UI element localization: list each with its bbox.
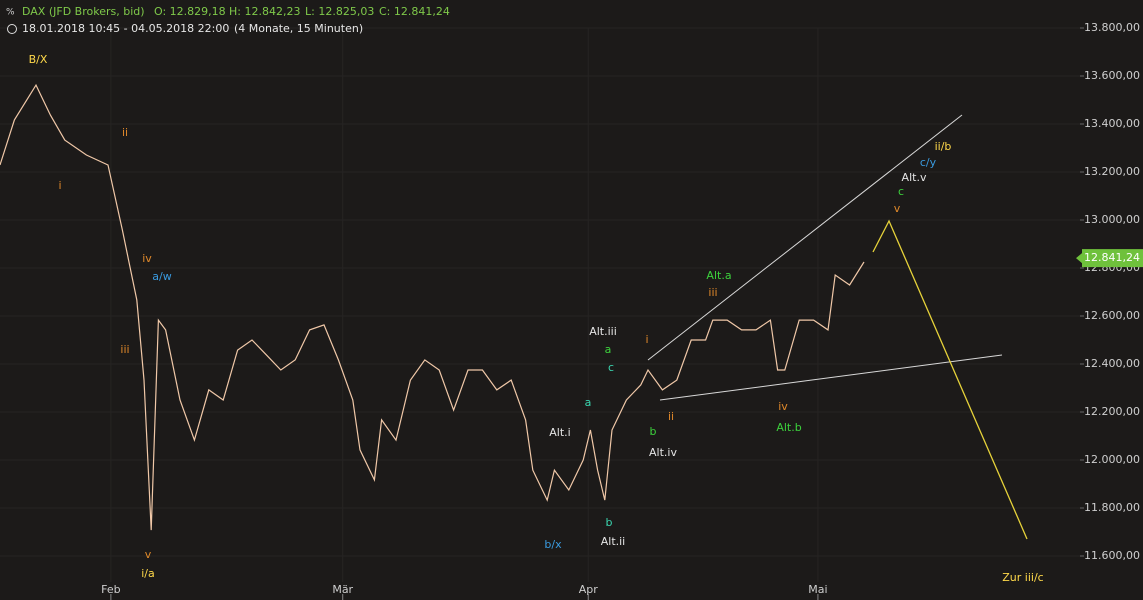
annotation: Zur iii/c (1002, 571, 1043, 584)
annotation: B/X (29, 53, 48, 66)
y-tick-label: 12.000,00 (1084, 453, 1140, 466)
annotation: ii/b (935, 140, 952, 153)
annotation: ii (668, 410, 674, 423)
annotation: b (606, 516, 613, 529)
last-price-label: 12.841,24 (1084, 251, 1140, 264)
annotation: i/a (141, 567, 155, 580)
annotation: c (898, 185, 904, 198)
annotation: c (608, 361, 614, 374)
y-tick-label: 13.400,00 (1084, 117, 1140, 130)
y-tick-label: 12.600,00 (1084, 309, 1140, 322)
annotation: Alt.iii (589, 325, 617, 338)
open: O: 12.829,18 (154, 5, 226, 18)
annotation: iii (120, 343, 129, 356)
annotation: b (650, 425, 657, 438)
annotation: c/y (920, 156, 937, 169)
x-tick-label: Feb (101, 583, 120, 596)
icon: % (6, 8, 15, 18)
trend-line (659, 354, 1003, 401)
projection (872, 219, 1028, 540)
annotation: v (894, 202, 901, 215)
high: H: 12.842,23 (229, 5, 300, 18)
annotation: iii (708, 286, 717, 299)
close: C: 12.841,24 (379, 5, 450, 18)
annotation: a/w (152, 270, 171, 283)
annotation: Alt.i (549, 426, 570, 439)
drawings (647, 114, 1028, 540)
annotation: b/x (544, 538, 562, 551)
range: 18.01.2018 10:45 - 04.05.2018 22:00 (22, 22, 229, 35)
annotation: Alt.b (776, 421, 801, 434)
annotation: Alt.v (902, 171, 927, 184)
annotations: B/X ii i iv a/w iii v i/a Alt.iii a c a … (29, 53, 1044, 584)
x-tick-label: Mär (332, 583, 353, 596)
annotation: iv (142, 252, 152, 265)
last-price-pointer (1076, 253, 1082, 264)
x-tick-label: Mai (808, 583, 827, 596)
last-price-box (1082, 249, 1143, 268)
annotation: ii (122, 126, 128, 139)
y-tick-label: 13.000,00 (1084, 213, 1140, 226)
y-tick-label: 12.200,00 (1084, 405, 1140, 418)
annotation: v (145, 548, 152, 561)
y-tick-label: 13.600,00 (1084, 69, 1140, 82)
annotation: i (58, 179, 61, 192)
annotation: a (605, 343, 612, 356)
annotation: i (645, 333, 648, 346)
annotation: iv (778, 400, 788, 413)
x-tick-label: Apr (579, 583, 599, 596)
instrument: DAX (JFD Brokers, bid) (22, 5, 145, 18)
y-tick-label: 12.400,00 (1084, 357, 1140, 370)
annotation: Alt.a (706, 269, 731, 282)
y-tick-label: 11.600,00 (1084, 549, 1140, 562)
low: L: 12.825,03 (305, 5, 374, 18)
annotation: a (585, 396, 592, 409)
period: (4 Monate, 15 Minuten) (234, 22, 363, 35)
annotation: Alt.iv (649, 446, 677, 459)
clock-icon (7, 24, 17, 34)
y-tick-label: 13.800,00 (1084, 21, 1140, 34)
y-tick-label: 11.800,00 (1084, 501, 1140, 514)
price-line (0, 83, 865, 531)
trend-line (647, 114, 963, 361)
y-tick-label: 13.200,00 (1084, 165, 1140, 178)
header: % DAX (JFD Brokers, bid) O: 12.829,18 H:… (6, 5, 450, 35)
annotation: Alt.ii (601, 535, 626, 548)
